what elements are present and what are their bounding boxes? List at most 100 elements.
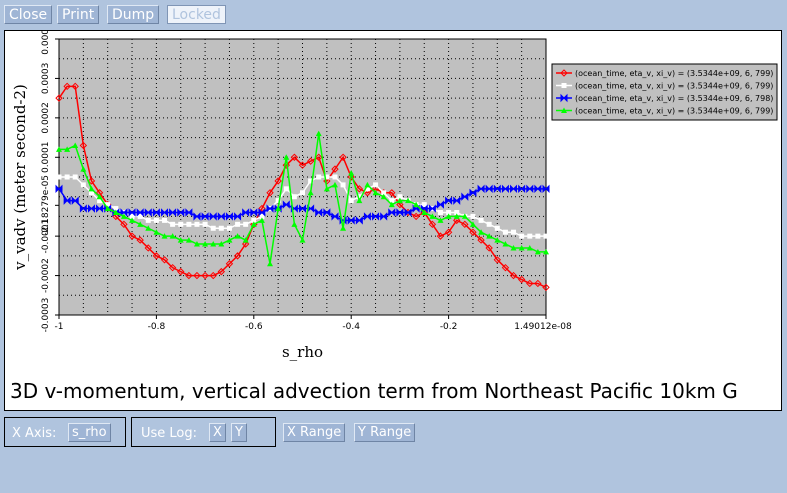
data-point (79, 204, 87, 213)
data-point (56, 146, 62, 152)
data-point (128, 208, 136, 217)
data-point (218, 241, 225, 247)
data-point (502, 241, 509, 247)
data-point (137, 213, 143, 219)
data-point (421, 209, 428, 215)
x-axis-group: X Axis: s_rho (4, 417, 126, 447)
data-point (97, 198, 103, 204)
data-point (364, 181, 371, 188)
data-point (332, 174, 338, 180)
data-point (299, 237, 306, 243)
data-point (445, 213, 452, 219)
data-point (144, 244, 152, 252)
data-point (226, 237, 233, 243)
data-point (526, 279, 534, 288)
y-tick-label: -0.0001 (41, 219, 51, 254)
data-point (234, 233, 241, 239)
data-point (380, 193, 387, 200)
data-point (340, 225, 347, 231)
data-point (87, 204, 95, 213)
data-point (112, 212, 120, 221)
data-point (331, 165, 339, 173)
data-point (105, 202, 111, 208)
data-point (96, 204, 104, 213)
data-point (129, 213, 135, 219)
data-point (243, 221, 249, 227)
data-point (275, 205, 282, 212)
data-point (373, 182, 379, 188)
data-point (193, 241, 200, 247)
data-point (194, 221, 200, 227)
data-point (266, 204, 274, 213)
data-point (63, 196, 71, 205)
data-point (347, 216, 355, 225)
data-point (129, 217, 136, 223)
data-point (347, 173, 355, 181)
data-point (291, 194, 297, 200)
data-point (162, 217, 168, 223)
data-point (331, 212, 339, 221)
data-point (397, 194, 403, 200)
x-axis-title: s_rho (282, 343, 323, 361)
data-point (421, 202, 427, 208)
data-point (560, 93, 568, 103)
x-axis-select-button[interactable]: s_rho (68, 423, 111, 442)
locked-toggle[interactable]: Locked (167, 5, 226, 24)
y-tick-label: -2.18279e-05 (41, 175, 51, 236)
data-point (412, 212, 420, 221)
print-button[interactable]: Print (57, 5, 100, 24)
data-point (307, 189, 314, 196)
data-point (250, 221, 257, 227)
series-4 (56, 130, 549, 267)
data-point (363, 212, 371, 221)
data-point (185, 271, 193, 280)
data-point (242, 208, 250, 217)
legend-box (551, 63, 778, 121)
y-axis-title: v_vadv (meter second-2) (11, 84, 29, 271)
data-point (178, 221, 184, 227)
x-range-button[interactable]: X Range (283, 423, 346, 442)
data-point (493, 184, 501, 194)
data-point (518, 244, 525, 251)
data-point (380, 212, 388, 221)
data-point (275, 198, 281, 204)
data-point (64, 146, 71, 152)
data-point (560, 69, 568, 77)
data-point (170, 221, 176, 227)
data-point (80, 182, 86, 188)
data-point (339, 153, 347, 161)
data-point (71, 82, 79, 91)
data-point (526, 184, 534, 194)
data-point (477, 236, 485, 244)
data-point (80, 166, 87, 172)
data-point (534, 279, 542, 288)
data-point (355, 216, 363, 225)
log-y-toggle[interactable]: Y (231, 423, 247, 442)
data-point (283, 186, 289, 192)
dump-button[interactable]: Dump (107, 5, 160, 24)
log-x-toggle[interactable]: X (209, 423, 226, 442)
data-point (461, 192, 469, 201)
data-point (404, 208, 412, 217)
data-point (469, 221, 476, 227)
data-point (177, 267, 185, 276)
data-point (298, 161, 307, 169)
data-point (72, 174, 78, 180)
data-point (453, 213, 460, 219)
data-point (542, 283, 550, 292)
data-point (283, 154, 290, 160)
y-range-button[interactable]: Y Range (354, 423, 416, 442)
data-point (527, 233, 533, 239)
data-point (436, 232, 445, 240)
data-point (291, 221, 298, 227)
data-point (185, 237, 192, 243)
close-button[interactable]: Close (4, 5, 53, 24)
data-point (153, 217, 159, 223)
data-point (152, 252, 161, 260)
data-point (388, 208, 396, 217)
data-point (225, 212, 233, 221)
chart-title: 3D v-momentum, vertical advection term f… (10, 379, 738, 403)
data-point (55, 184, 63, 194)
data-point (137, 221, 144, 227)
data-point (299, 204, 306, 213)
